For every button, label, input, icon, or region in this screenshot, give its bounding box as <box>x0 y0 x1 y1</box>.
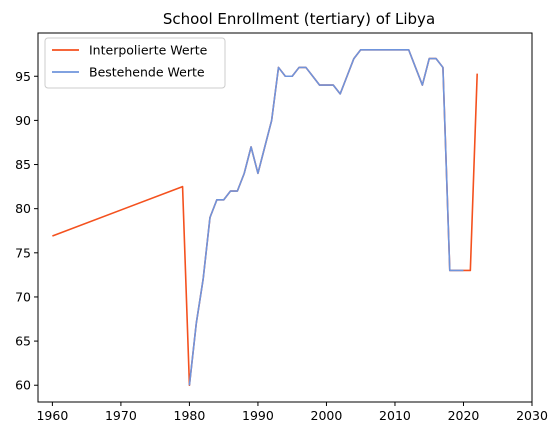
y-tick-label: 65 <box>15 334 31 349</box>
series-line-2 <box>188 48 464 386</box>
y-axis: 60 65 70 75 80 85 90 95 <box>15 69 38 393</box>
y-tick-label: 85 <box>15 157 31 172</box>
x-axis: 1960 1970 1980 1990 2000 2010 2020 2030 <box>36 402 548 423</box>
y-tick-label: 90 <box>15 113 31 128</box>
plot-frame <box>37 32 533 403</box>
y-tick-label: 80 <box>15 201 31 216</box>
x-tick-label: 2000 <box>311 408 343 423</box>
series-layer <box>52 48 478 387</box>
y-tick-label: 60 <box>15 378 31 393</box>
chart-title: School Enrollment (tertiary) of Libya <box>163 10 435 28</box>
legend-label-1: Interpolierte Werte <box>89 43 208 58</box>
x-tick-label: 1990 <box>242 408 274 423</box>
x-tick-label: 1980 <box>174 408 206 423</box>
legend: Interpolierte Werte Bestehende Werte <box>44 37 226 89</box>
x-tick-label: 2010 <box>379 408 411 423</box>
series-line-1 <box>52 48 478 387</box>
plot-area: 1960 1970 1980 1990 2000 2010 2020 2030 60 65 70 7… <box>15 32 548 423</box>
y-tick-label: 95 <box>15 69 31 84</box>
x-tick-label: 1970 <box>105 408 137 423</box>
legend-label-2: Bestehende Werte <box>89 65 205 80</box>
legend-box <box>44 37 226 89</box>
y-tick-label: 75 <box>15 245 31 260</box>
x-tick-label: 2030 <box>516 408 548 423</box>
x-tick-label: 1960 <box>36 408 68 423</box>
x-tick-label: 2020 <box>448 408 480 423</box>
y-tick-label: 70 <box>15 289 31 304</box>
